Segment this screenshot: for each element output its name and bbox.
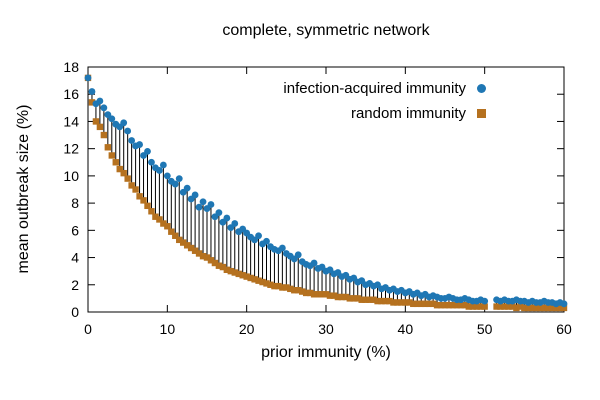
svg-text:60: 60 — [556, 321, 572, 337]
svg-text:6: 6 — [71, 222, 79, 238]
svg-text:8: 8 — [71, 195, 79, 211]
svg-text:10: 10 — [160, 321, 176, 337]
circle-marker-icon — [477, 84, 486, 93]
svg-text:50: 50 — [477, 321, 493, 337]
legend-label-random: random immunity — [350, 105, 466, 122]
chart-title: complete, symmetric network — [222, 22, 430, 39]
svg-text:2: 2 — [71, 277, 79, 293]
svg-text:0: 0 — [71, 304, 79, 320]
svg-text:4: 4 — [71, 250, 79, 266]
svg-text:18: 18 — [63, 59, 79, 75]
legend-row-infection-acquired: infection-acquired immunity — [283, 76, 486, 101]
legend-row-random: random immunity — [283, 101, 486, 126]
legend-label-infection-acquired: infection-acquired immunity — [283, 80, 466, 97]
svg-text:20: 20 — [239, 321, 255, 337]
svg-text:14: 14 — [63, 113, 79, 129]
legend: infection-acquired immunity random immun… — [283, 76, 486, 126]
svg-text:0: 0 — [84, 321, 92, 337]
svg-text:10: 10 — [63, 168, 79, 184]
x-axis-label: prior immunity (%) — [261, 344, 391, 361]
svg-text:40: 40 — [398, 321, 414, 337]
y-axis-label: mean outbreak size (%) — [15, 104, 32, 274]
svg-text:30: 30 — [318, 321, 334, 337]
svg-text:12: 12 — [63, 141, 79, 157]
svg-text:16: 16 — [63, 86, 79, 102]
square-marker-icon — [477, 109, 486, 118]
